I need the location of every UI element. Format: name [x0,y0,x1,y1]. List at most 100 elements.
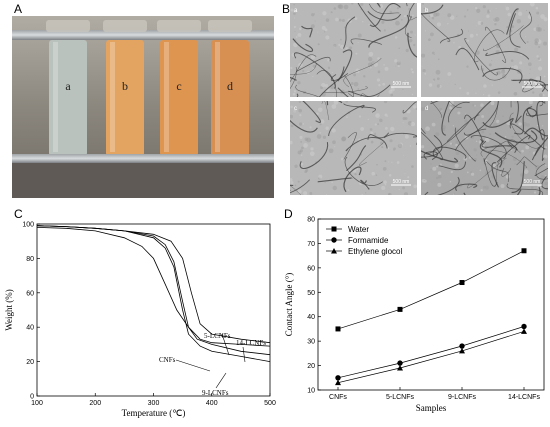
tem-grain [298,27,302,31]
tem-grain [369,128,373,131]
marker-triangle [331,248,337,254]
tem-grain [480,22,484,25]
tem-grain [333,7,337,10]
tem-grain [523,73,525,75]
tem-grain [412,105,417,109]
tem-grain [447,13,452,18]
tem-grain [327,66,331,70]
tem-grain [389,10,393,14]
nanofiber [367,10,402,21]
tem-grain [373,62,379,67]
tem-grain [389,139,393,143]
tem-grain [324,84,329,88]
tem-grain [389,6,392,8]
tem-grain [476,154,478,156]
tem-grain [319,123,322,126]
tem-grain [411,93,414,96]
tem-grain [469,33,474,38]
tem-grain [344,26,346,29]
tem-grain [480,189,483,192]
tem-grain [312,75,314,78]
y-tick-label: 40 [26,325,34,332]
tem-grain [292,92,296,96]
tem-grain [538,93,543,97]
tem-grain [496,119,500,123]
nanofiber [506,8,519,35]
vial-cap [103,20,147,32]
nanofiber [482,117,514,128]
nanofiber [408,3,415,18]
annotation-leader [242,346,246,363]
tem-grain [450,170,454,174]
nanofiber [526,112,548,117]
tem-grain [409,145,411,147]
vials-photo: a b c d [12,16,274,198]
tem-grain [375,174,378,176]
tem-grain [529,73,531,75]
tem-grain [303,191,308,195]
tem-grain [449,15,455,20]
tem-grain [402,117,406,121]
nanofiber [421,135,443,158]
tem-grain [437,58,440,61]
tem-grain [480,67,484,72]
tem-grain [360,127,365,131]
nanofiber [539,101,546,107]
tem-grain [317,107,323,113]
tem-grain [290,66,293,70]
x-tick-label: 9-LCNFs [448,394,477,401]
tem-grain [404,134,409,139]
tem-grain [371,171,376,176]
tem-grain [533,191,537,194]
x-axis-title: Temperature (℃) [122,408,186,418]
tem-grain [317,31,319,33]
nanofiber [455,47,480,71]
annotation-leader [221,333,230,356]
tem-grain [526,123,530,127]
tem-grain [387,146,390,150]
tem-grain [298,108,303,113]
tem-grain [431,16,435,20]
tem-grain [535,26,541,32]
nanofiber [485,51,530,60]
nanofiber [346,145,367,172]
tem-grain [543,41,547,46]
tem-grain [511,65,514,68]
tem-grain [293,109,297,113]
y-tick-label: 40 [307,314,315,321]
tem-grain [476,8,481,13]
tem-grain [438,175,442,179]
tem-grain [293,12,296,15]
tem-grain [423,180,426,182]
tem-grain [383,63,385,66]
tem-grain [297,180,300,183]
nanofiber [483,25,524,51]
nanofiber [483,158,498,187]
tem-grain [521,149,524,153]
tem-grain [341,18,345,22]
nanofiber [343,16,356,49]
tem-grain [398,188,400,191]
tem-grain [531,186,534,189]
nanofiber [480,145,521,157]
tem-grain [510,149,513,151]
nanofiber [433,146,467,159]
tem-grain [540,14,545,19]
tem-grain [395,65,397,67]
tem-grain [494,23,497,26]
tem-grain [493,18,497,23]
tem-grain [341,136,346,142]
annotation-leader [175,359,211,372]
tem-grain [295,36,298,39]
panel-letter-c: C [14,207,23,221]
tem-grain [340,157,344,161]
nanofiber [491,162,499,188]
tem-grain [504,136,507,138]
tem-grain [381,20,385,24]
tem-grain [430,168,432,171]
tem-grain [376,163,378,166]
nanofiber [410,16,417,21]
nanofiber [446,114,480,142]
tem-grain [368,51,374,57]
tem-grain [410,68,413,71]
